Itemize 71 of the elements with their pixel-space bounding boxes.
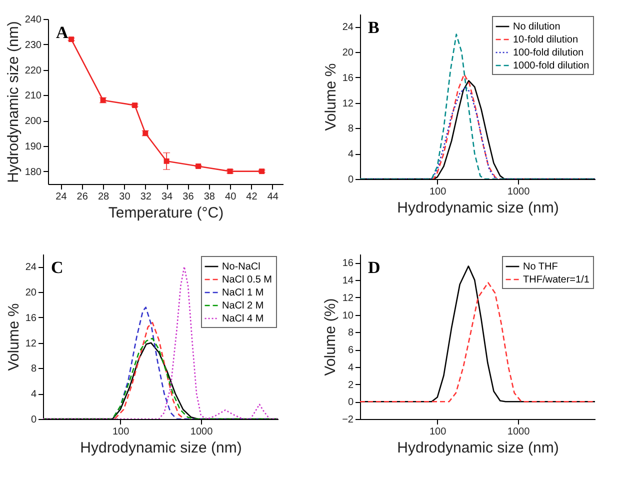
x-tick-label: 1000 xyxy=(507,186,530,198)
annotation: C xyxy=(51,258,64,277)
legend-label: No THF xyxy=(523,262,558,272)
legend-label: NaCl 2 M xyxy=(222,300,264,312)
y-tick-label: 4 xyxy=(348,362,354,374)
x-tick-label: 38 xyxy=(204,192,216,202)
x-tick-label: 100 xyxy=(112,426,130,438)
y-tick-label: 8 xyxy=(348,124,354,135)
legend-label: NaCl 1 M xyxy=(222,288,264,298)
x-tick-label: 1000 xyxy=(507,426,530,438)
y-tick-label: 20 xyxy=(342,48,354,59)
y-tick-label: 16 xyxy=(25,312,37,324)
y-tick-label: 16 xyxy=(342,258,354,270)
x-axis-title: Temperature (°C) xyxy=(108,204,224,222)
legend-label: No dilution xyxy=(513,22,560,32)
x-tick-label: 24 xyxy=(56,192,68,202)
annotation: D xyxy=(368,258,380,277)
legend-label: NaCl 0.5 M xyxy=(222,274,272,286)
y-axis-title: Hydrodynamic size (nm) xyxy=(4,21,22,183)
annotation: B xyxy=(368,18,380,37)
x-tick-label: 32 xyxy=(140,192,152,202)
x-tick-label: 26 xyxy=(76,192,88,202)
y-tick-label: 8 xyxy=(348,328,354,339)
y-tick-label: 16 xyxy=(342,72,354,84)
y-tick-label: 0 xyxy=(348,174,354,186)
y-tick-label: 4 xyxy=(348,149,354,160)
y-tick-label: 2 xyxy=(348,380,354,391)
x-tick-label: 36 xyxy=(182,192,194,202)
y-tick-label: 12 xyxy=(342,292,354,304)
x-tick-label: 28 xyxy=(98,192,110,202)
y-tick-label: 190 xyxy=(24,141,42,152)
y-tick-label: 24 xyxy=(25,262,37,274)
y-axis-title: Volume (%) xyxy=(322,298,340,376)
legend-label: NaCl 4 M xyxy=(222,314,264,324)
legend-label: THF/water=1/1 xyxy=(523,274,590,286)
y-tick-label: 4 xyxy=(30,389,37,400)
y-tick-label: 240 xyxy=(24,14,42,26)
y-tick-label: 10 xyxy=(342,310,354,322)
y-tick-label: 230 xyxy=(24,40,42,51)
y-tick-label: 6 xyxy=(348,345,354,356)
y-tick-label: 0 xyxy=(348,397,354,408)
x-axis-title: Hydrodynamic size (nm) xyxy=(397,200,559,216)
x-tick-label: 42 xyxy=(246,192,258,202)
y-tick-label: 220 xyxy=(24,65,42,76)
y-tick-label: 0 xyxy=(30,414,37,426)
legend-label: 100-fold dilution xyxy=(513,48,584,58)
y-tick-label: 180 xyxy=(24,166,42,178)
x-tick-label: 34 xyxy=(161,192,174,202)
x-tick-label: 40 xyxy=(225,192,237,202)
x-axis-title: Hydrodynamic size (nm) xyxy=(80,440,242,456)
x-tick-label: 30 xyxy=(119,192,131,202)
y-tick-label: 200 xyxy=(24,116,42,128)
y-tick-label: 12 xyxy=(342,98,354,110)
x-tick-label: 100 xyxy=(429,426,447,438)
y-tick-label: 20 xyxy=(25,288,37,299)
y-tick-label: −2 xyxy=(342,414,354,426)
y-axis-title: Volume % xyxy=(322,63,340,131)
annotation: A xyxy=(56,23,69,42)
y-tick-label: 12 xyxy=(25,338,37,350)
y-tick-label: 24 xyxy=(342,22,354,34)
y-tick-label: 210 xyxy=(24,90,42,102)
x-tick-label: 44 xyxy=(267,192,279,202)
legend-label: No-NaCl xyxy=(222,262,260,272)
y-axis-title: Volume % xyxy=(5,303,22,371)
y-tick-label: 8 xyxy=(30,364,37,375)
legend-label: 1000-fold dilution xyxy=(513,60,590,72)
x-axis-title: Hydrodynamic size (nm) xyxy=(397,440,559,456)
legend-label: 10-fold dilution xyxy=(513,34,578,46)
y-tick-label: 14 xyxy=(342,276,354,287)
x-tick-label: 1000 xyxy=(190,426,214,438)
x-tick-label: 100 xyxy=(429,186,447,198)
